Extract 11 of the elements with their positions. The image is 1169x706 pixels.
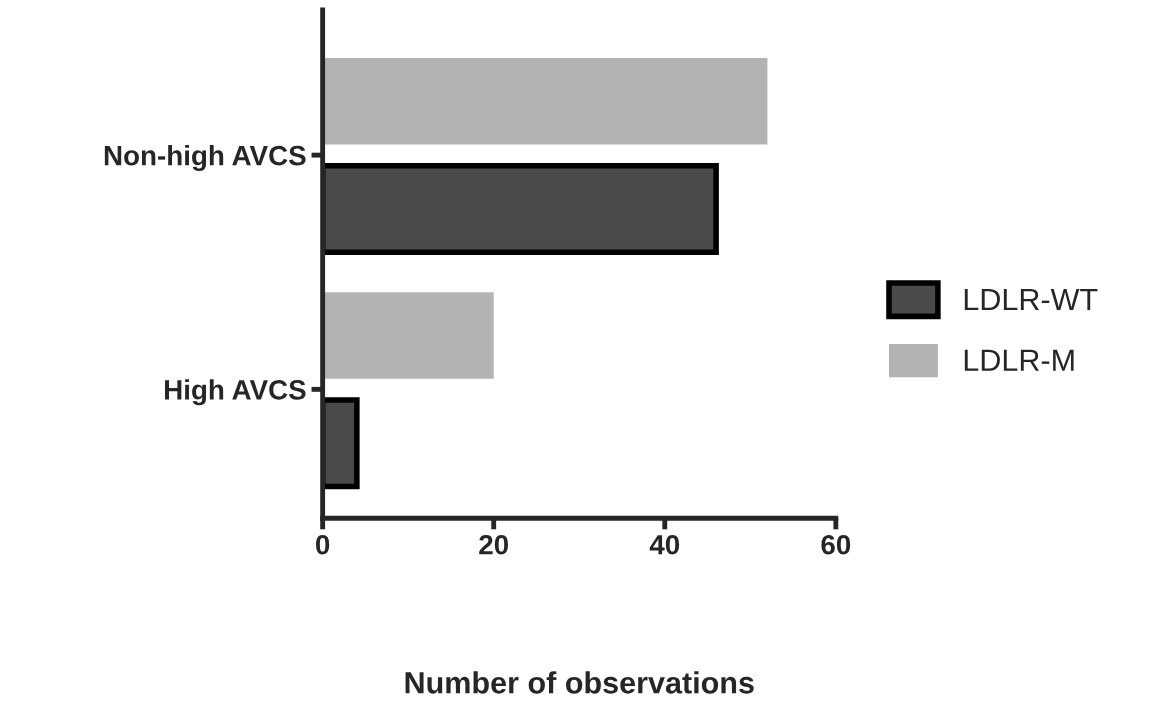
legend-label: LDLR-M (964, 349, 1074, 371)
legend-label: LDLR-WT (964, 288, 1098, 310)
x-tick-label: 0 (316, 534, 330, 555)
bar (322, 292, 494, 379)
x-tick-label: 60 (821, 534, 851, 555)
x-tick-label: 40 (649, 534, 680, 555)
bar (322, 57, 768, 145)
y-tick-label: High AVCS (165, 379, 306, 406)
x-tick-label: 20 (479, 534, 509, 555)
y-tick-label: Non-high AVCS (104, 145, 306, 172)
x-axis-title: Number of observations (405, 671, 754, 694)
